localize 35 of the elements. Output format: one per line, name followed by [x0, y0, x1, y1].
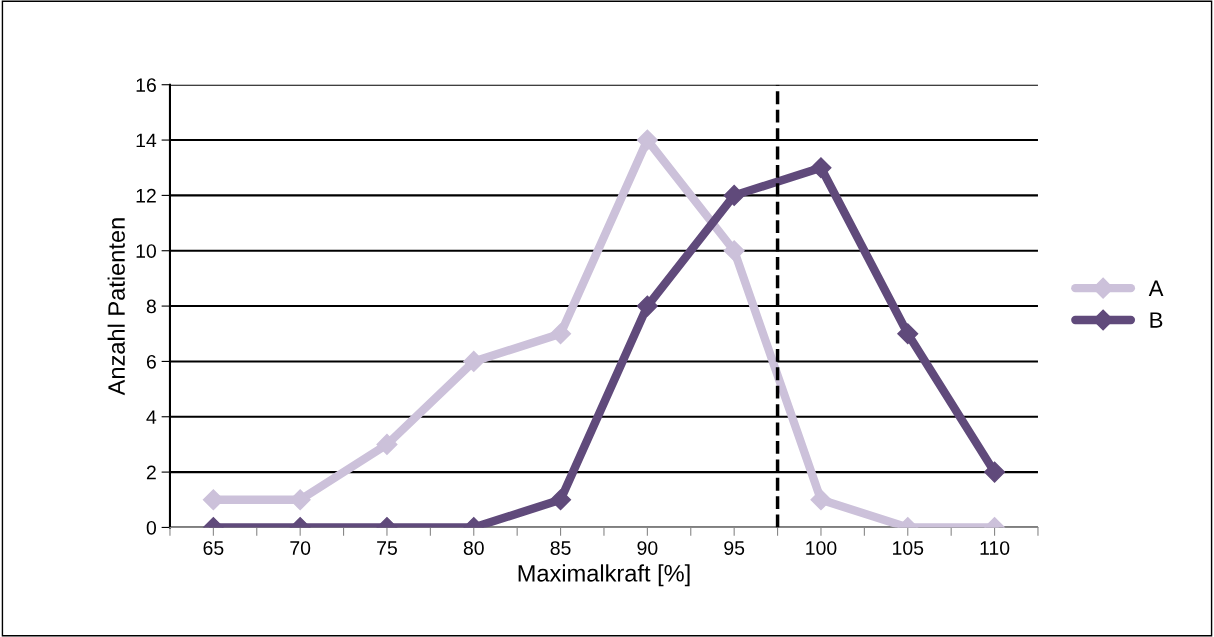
point: [550, 323, 572, 345]
x-tick-label: 80: [463, 541, 484, 555]
y-tick-label: 2: [146, 465, 156, 480]
x-tick-label: 65: [203, 541, 224, 555]
x-axis-title: Maximalkraft [%]: [518, 564, 690, 587]
point: [984, 461, 1006, 483]
point: [810, 489, 832, 511]
legend-label: B: [1150, 312, 1163, 328]
y-axis-title: Anzahl Patienten: [107, 218, 125, 396]
x-tick-label: 100: [806, 541, 837, 555]
x-tick-label: 90: [637, 541, 658, 555]
x-tick-label: 95: [724, 541, 745, 555]
x-tick-label: 105: [893, 541, 924, 555]
x-tick-label: 110: [980, 541, 1010, 555]
y-tick-label: 14: [136, 133, 157, 148]
point: [810, 157, 832, 179]
y-tick-label: 6: [146, 354, 156, 369]
point: [376, 433, 398, 455]
y-tick-label: 10: [136, 244, 157, 258]
point: [636, 129, 658, 151]
point: [636, 295, 658, 317]
y-tick-label: 16: [136, 78, 156, 92]
x-tick-label: 75: [377, 541, 397, 555]
y-tick-label: 0: [146, 520, 157, 535]
point: [463, 350, 485, 372]
y-tick-label: 4: [146, 410, 157, 424]
legend-label: A: [1148, 280, 1164, 296]
point: [550, 489, 572, 511]
y-tick-label: 8: [146, 299, 156, 314]
point: [897, 323, 919, 345]
y-tick-label: 12: [136, 188, 156, 203]
x-tick-label: 70: [290, 541, 311, 555]
point: [723, 240, 745, 262]
x-tick-label: 85: [550, 541, 571, 555]
point: [723, 184, 745, 206]
